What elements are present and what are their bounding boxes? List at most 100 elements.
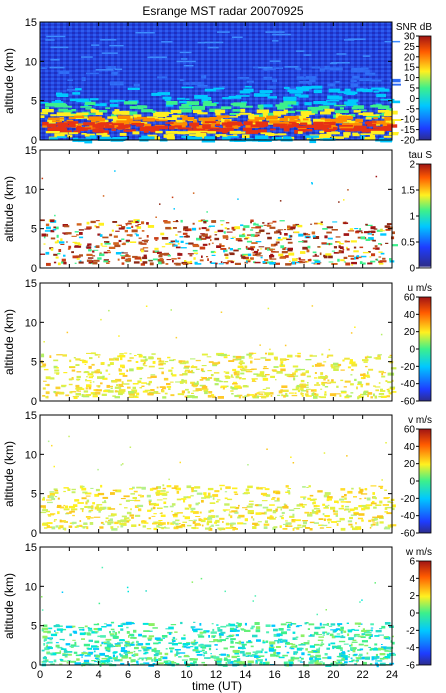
y-axis-label: altitude (km) bbox=[2, 441, 16, 507]
data-cell bbox=[137, 224, 141, 225]
snr-cell bbox=[344, 88, 351, 92]
data-cell bbox=[53, 488, 58, 491]
data-cell bbox=[335, 510, 338, 513]
data-cell bbox=[313, 236, 320, 239]
data-cell bbox=[294, 355, 299, 357]
snr-cell bbox=[388, 133, 399, 136]
snr-cell bbox=[204, 121, 217, 124]
data-cell bbox=[191, 371, 195, 374]
data-cell bbox=[330, 623, 336, 626]
data-cell bbox=[318, 509, 321, 513]
snr-cell bbox=[361, 67, 369, 70]
data-cell bbox=[303, 497, 306, 500]
data-cell bbox=[82, 628, 85, 631]
data-cell bbox=[40, 505, 46, 508]
data-cell bbox=[268, 647, 275, 651]
data-cell bbox=[95, 220, 100, 222]
data-cell bbox=[363, 374, 370, 378]
data-cell bbox=[174, 485, 179, 488]
x-tick-label: 4 bbox=[96, 669, 102, 681]
data-cell bbox=[235, 642, 239, 644]
x-tick-label: 22 bbox=[357, 669, 369, 681]
data-cell bbox=[376, 523, 379, 526]
data-cell bbox=[85, 501, 88, 505]
data-cell bbox=[376, 258, 379, 261]
data-cell bbox=[278, 253, 284, 257]
data-cell bbox=[355, 659, 359, 662]
data-cell bbox=[348, 510, 351, 513]
data-cell bbox=[177, 242, 180, 245]
snr-cell bbox=[177, 127, 192, 130]
snr-cell bbox=[243, 121, 253, 126]
data-cell bbox=[270, 243, 276, 247]
data-cell bbox=[168, 478, 170, 481]
data-cell bbox=[131, 516, 134, 519]
snr-cell bbox=[40, 67, 47, 70]
data-cell bbox=[359, 488, 364, 492]
data-cell bbox=[188, 242, 194, 245]
snr-cell bbox=[359, 78, 372, 82]
data-cell bbox=[364, 497, 367, 499]
data-cell bbox=[222, 521, 224, 523]
data-cell bbox=[171, 487, 177, 489]
data-cell bbox=[330, 662, 335, 665]
snr-cell bbox=[42, 121, 49, 126]
snr-cell bbox=[85, 136, 91, 139]
data-cell bbox=[290, 456, 292, 458]
data-cell bbox=[370, 629, 373, 632]
data-cell bbox=[102, 377, 108, 380]
snr-cell bbox=[267, 85, 277, 89]
data-cell bbox=[299, 368, 305, 371]
snr-cell bbox=[349, 120, 359, 125]
data-cell bbox=[328, 643, 331, 646]
data-cell bbox=[198, 650, 203, 652]
data-cell bbox=[260, 357, 267, 359]
data-cell bbox=[55, 642, 59, 644]
data-cell bbox=[138, 633, 142, 637]
data-cell bbox=[212, 363, 218, 367]
data-cell bbox=[120, 662, 125, 665]
data-cell bbox=[52, 228, 57, 231]
data-cell bbox=[328, 261, 334, 263]
data-cell bbox=[338, 507, 345, 510]
snr-cell bbox=[204, 136, 215, 140]
data-cell bbox=[366, 356, 372, 359]
snr-cell bbox=[244, 85, 252, 88]
snr-cell bbox=[386, 108, 393, 111]
data-cell bbox=[299, 503, 303, 507]
snr-cell bbox=[255, 125, 267, 128]
data-cell bbox=[388, 650, 393, 652]
snr-cell bbox=[197, 112, 208, 115]
data-cell bbox=[342, 249, 345, 251]
snr-cell bbox=[271, 137, 282, 140]
snr-cell bbox=[72, 92, 81, 95]
data-cell bbox=[58, 527, 61, 530]
data-cell bbox=[351, 525, 354, 527]
data-cell bbox=[340, 259, 345, 262]
data-cell bbox=[215, 380, 222, 382]
data-cell bbox=[209, 261, 212, 264]
data-cell bbox=[102, 523, 105, 525]
snr-cell bbox=[376, 93, 387, 98]
data-cell bbox=[365, 365, 368, 368]
data-cell bbox=[365, 657, 370, 660]
data-cell bbox=[377, 660, 383, 662]
data-cell bbox=[346, 246, 348, 250]
data-cell bbox=[55, 386, 61, 390]
data-cell bbox=[347, 230, 355, 232]
snr-cell bbox=[309, 139, 317, 144]
data-cell bbox=[67, 248, 71, 250]
data-cell bbox=[291, 519, 294, 521]
data-cell bbox=[323, 256, 328, 259]
data-cell bbox=[346, 622, 349, 624]
data-cell bbox=[293, 508, 301, 510]
snr-cell bbox=[263, 76, 273, 80]
data-cell bbox=[194, 523, 197, 527]
data-cell bbox=[141, 495, 144, 498]
snr-cell bbox=[334, 110, 349, 113]
snr-cell bbox=[385, 110, 398, 115]
data-cell bbox=[64, 527, 67, 531]
data-cell bbox=[255, 629, 261, 633]
data-cell bbox=[321, 376, 328, 379]
snr-cell bbox=[203, 100, 212, 104]
